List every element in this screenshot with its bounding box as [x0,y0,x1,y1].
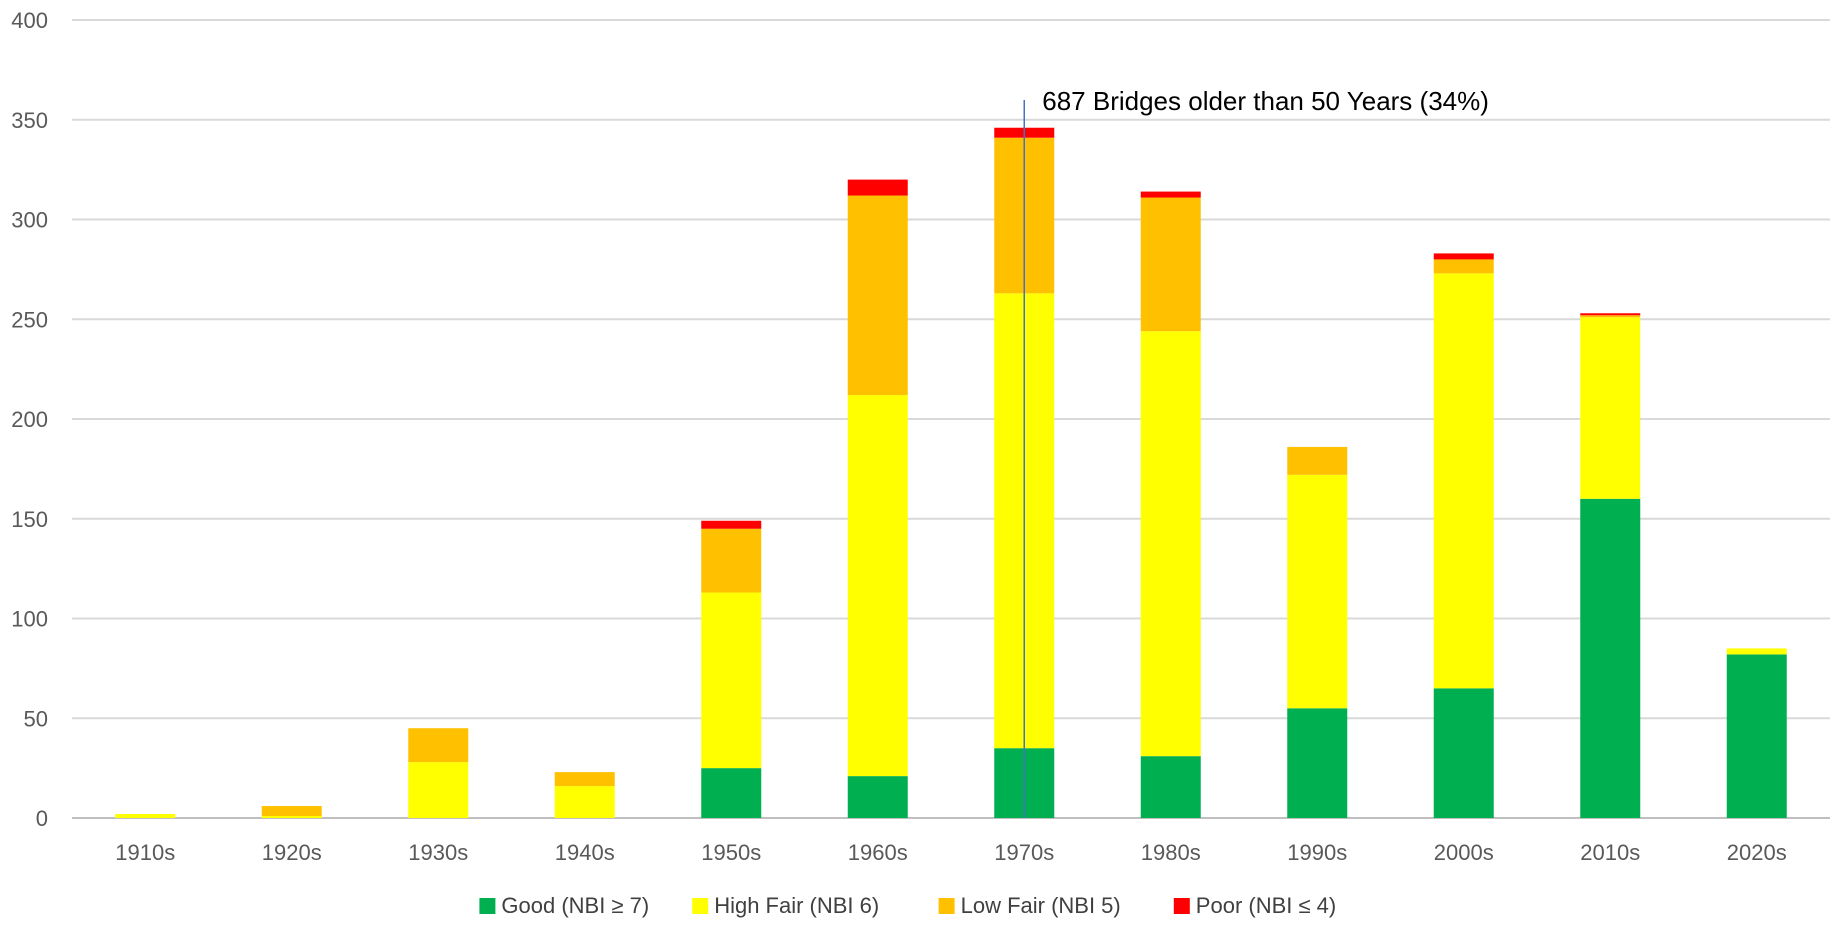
y-tick-label: 400 [11,8,48,33]
bar-segment [701,592,762,769]
legend-swatch [1173,898,1190,914]
x-tick-label: 2000s [1434,840,1494,865]
legend-label: High Fair (NBI 6) [714,893,879,918]
bar-segment [554,786,615,818]
annotation: 687 Bridges older than 50 Years (34%) [1023,86,1489,818]
y-axis-tick-labels: 0 50 100 150 200 250 300 350 400 [11,8,48,831]
legend-label: Low Fair (NBI 5) [961,893,1121,918]
bar-segment [1140,331,1201,757]
x-tick-label: 2010s [1580,840,1640,865]
x-tick-label: 1980s [1141,840,1201,865]
bar-segment [1140,756,1201,818]
y-tick-label: 250 [11,307,48,332]
bar-segment [1580,313,1641,316]
bar-segment [701,528,762,593]
bars [115,127,1787,818]
bar-segment [1726,648,1787,655]
legend-swatch [938,898,955,914]
legend-swatch [479,898,496,914]
x-tick-label: 1970s [994,840,1054,865]
bar-segment [1287,446,1348,475]
y-tick-label: 0 [36,806,48,831]
bar-segment [1580,317,1641,499]
legend-swatch [692,898,709,914]
x-tick-label: 1910s [115,840,175,865]
bar-segment [115,814,176,818]
bar-segment [261,806,322,817]
y-tick-label: 150 [11,507,48,532]
bar-segment [1580,315,1641,318]
x-tick-label: 1960s [848,840,908,865]
legend-label: Poor (NBI ≤ 4) [1196,893,1336,918]
bar-segment [554,772,615,787]
bar-segment [1140,191,1201,198]
bar-segment [1140,197,1201,332]
bar-segment [261,816,322,818]
y-tick-label: 300 [11,208,48,233]
legend-label: Good (NBI ≥ 7) [501,893,649,918]
bar-segment [1433,688,1494,818]
bar-segment [847,179,908,196]
y-tick-label: 200 [11,407,48,432]
bar-segment [408,762,469,818]
bar-segment [1580,498,1641,818]
bar-segment [1433,273,1494,689]
annotation-text: 687 Bridges older than 50 Years (34%) [1042,86,1489,116]
x-tick-label: 1990s [1287,840,1347,865]
bar-segment [847,195,908,396]
x-axis-tick-labels: 1910s 1920s 1930s 1940s 1950s 1960s 1970s 1980s… [115,840,1786,865]
bar-segment [408,728,469,763]
grid-lines [72,19,1830,819]
bar-segment [847,395,908,777]
legend: Good (NBI ≥ 7) High Fair (NBI 6) Low Fair … [479,893,1336,918]
x-tick-label: 2020s [1727,840,1787,865]
x-tick-label: 1930s [408,840,468,865]
bar-segment [701,768,762,818]
bar-segment [1433,259,1494,274]
bar-segment [1726,654,1787,818]
bar-segment [701,520,762,529]
x-tick-label: 1920s [262,840,322,865]
bar-segment [1433,253,1494,260]
y-tick-label: 50 [24,706,48,731]
x-tick-label: 1940s [555,840,615,865]
bar-segment [847,776,908,818]
x-tick-label: 1950s [701,840,761,865]
y-tick-label: 100 [11,607,48,632]
bar-segment [1287,474,1348,709]
bar-segment [1287,708,1348,818]
y-tick-label: 350 [11,108,48,133]
